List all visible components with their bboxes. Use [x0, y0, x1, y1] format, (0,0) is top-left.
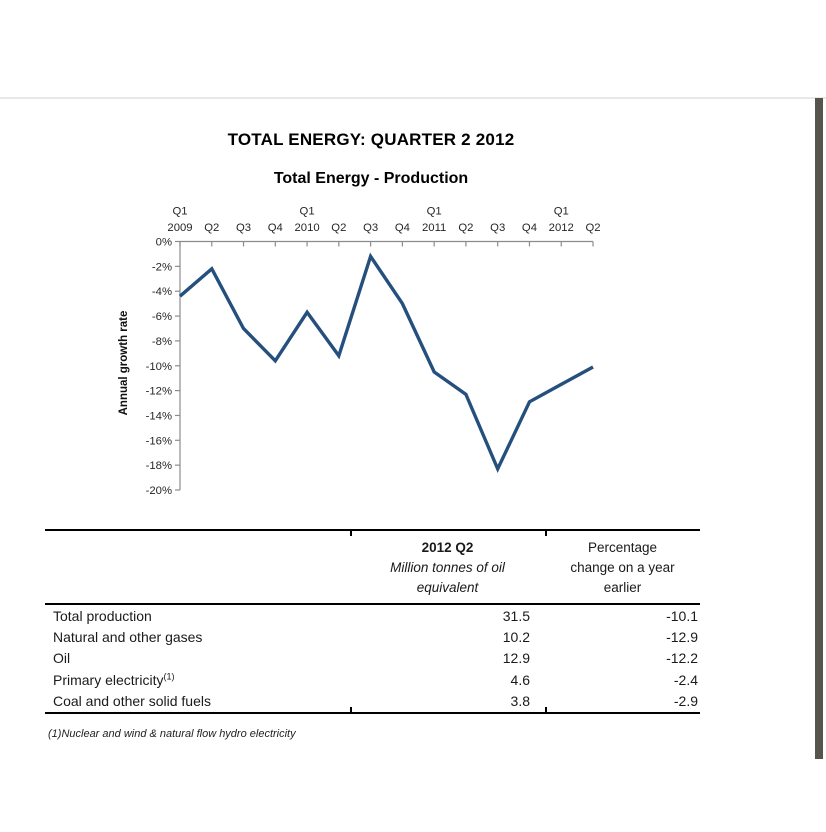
table-bottom-border — [45, 706, 700, 714]
row-label: Primary electricity(1) — [53, 671, 175, 688]
row-mtoe-value: 12.9 — [502, 650, 530, 667]
svg-text:-2%: -2% — [152, 261, 172, 273]
row-label: Coal and other solid fuels — [53, 693, 211, 710]
footnote-marker: (1) — [163, 671, 175, 682]
table-header-row: 2012 Q2 Million tonnes of oil equivalent… — [45, 531, 700, 603]
svg-text:-20%: -20% — [146, 485, 172, 497]
svg-text:Q1: Q1 — [427, 206, 442, 218]
table-row: Total production 31.5 -10.1 — [45, 605, 700, 626]
row-label: Total production — [53, 607, 152, 624]
svg-text:Q4: Q4 — [268, 222, 283, 234]
total-energy-production-line-chart: 0% -2% -4% -6% -8% -10% -12% -14% -16% -18% -20% Q1… — [118, 206, 601, 498]
column-tick — [545, 706, 547, 712]
svg-text:-12%: -12% — [146, 386, 172, 398]
table-body: Total production 31.5 -10.1 Natural and oth… — [45, 605, 700, 712]
svg-text:Q3: Q3 — [363, 222, 378, 234]
table-row: Natural and other gases 10.2 -12.9 — [45, 626, 700, 647]
svg-text:-18%: -18% — [146, 460, 172, 472]
col-header-mtoe-title: 2012 Q2 — [421, 540, 474, 555]
page-top-edge — [0, 97, 826, 99]
table-header-separator — [45, 603, 700, 605]
svg-text:-14%: -14% — [146, 410, 172, 422]
row-pct-value: -10.1 — [666, 607, 698, 624]
table-footnote: (1)Nuclear and wind & natural flow hydro… — [48, 728, 296, 740]
svg-text:Q1: Q1 — [554, 206, 569, 218]
svg-text:Q1: Q1 — [172, 206, 187, 218]
y-axis-labels: 0% -2% -4% -6% -8% -10% -12% -14% -16% -18% -20% — [146, 237, 172, 498]
svg-text:-6%: -6% — [152, 311, 172, 323]
table-row: Coal and other solid fuels 3.8 -2.9 — [45, 691, 700, 712]
col-header-pct-title: Percentage change on a year earlier — [570, 540, 675, 595]
chart-axes — [175, 240, 594, 491]
svg-text:2012: 2012 — [549, 222, 574, 234]
row-pct-value: -12.2 — [666, 650, 698, 667]
svg-text:Q2: Q2 — [204, 222, 219, 234]
svg-text:-4%: -4% — [152, 286, 172, 298]
svg-text:2010: 2010 — [295, 222, 320, 234]
chart-title: Total Energy - Production — [273, 170, 469, 187]
table-row: Primary electricity(1) 4.6 -2.4 — [45, 669, 700, 690]
row-label: Oil — [53, 650, 71, 667]
svg-text:Q1: Q1 — [300, 206, 315, 218]
svg-text:-8%: -8% — [152, 336, 172, 348]
row-pct-value: -2.9 — [673, 693, 698, 710]
report-title: TOTAL ENERGY: QUARTER 2 2012 — [227, 130, 515, 149]
y-axis-title: Annual growth rate — [118, 311, 130, 416]
row-mtoe-value: 31.5 — [502, 607, 530, 624]
col-header-mtoe-subtitle: Million tonnes of oil equivalent — [390, 560, 505, 595]
svg-text:Q4: Q4 — [522, 222, 537, 234]
svg-text:Q2: Q2 — [458, 222, 473, 234]
series-total-production — [178, 252, 594, 474]
energy-table: 2012 Q2 Million tonnes of oil equivalent… — [45, 529, 700, 714]
column-tick — [350, 706, 352, 712]
row-mtoe-value: 10.2 — [502, 629, 530, 646]
svg-text:2011: 2011 — [422, 222, 446, 234]
row-pct-value: -12.9 — [666, 629, 698, 646]
column-tick — [350, 531, 352, 536]
table-top-border — [45, 529, 700, 536]
svg-text:-16%: -16% — [146, 435, 172, 447]
x-axis-labels: Q1 2009 Q2 Q3 Q4 Q1 2010 Q2 Q3 Q4 Q1 2011 Q2 Q3 Q4 Q1 20… — [167, 206, 600, 235]
svg-text:Q2: Q2 — [331, 222, 346, 234]
svg-text:Q4: Q4 — [395, 222, 410, 234]
col-header-blank — [45, 538, 350, 603]
row-pct-value: -2.4 — [673, 671, 698, 688]
col-header-pct: Percentage change on a year earlier — [545, 538, 700, 603]
svg-text:-10%: -10% — [146, 361, 172, 373]
svg-text:0%: 0% — [156, 237, 172, 249]
row-mtoe-value: 4.6 — [510, 671, 530, 688]
svg-text:Q2: Q2 — [585, 222, 600, 234]
column-tick — [545, 531, 547, 536]
scrollbar-thumb[interactable] — [815, 98, 823, 759]
svg-text:Q3: Q3 — [490, 222, 505, 234]
row-label: Natural and other gases — [53, 629, 203, 646]
svg-text:2009: 2009 — [167, 222, 192, 234]
table-row: Oil 12.9 -12.2 — [45, 648, 700, 669]
row-mtoe-value: 3.8 — [510, 693, 530, 710]
svg-text:Q3: Q3 — [236, 222, 251, 234]
col-header-mtoe: 2012 Q2 Million tonnes of oil equivalent — [350, 538, 545, 603]
